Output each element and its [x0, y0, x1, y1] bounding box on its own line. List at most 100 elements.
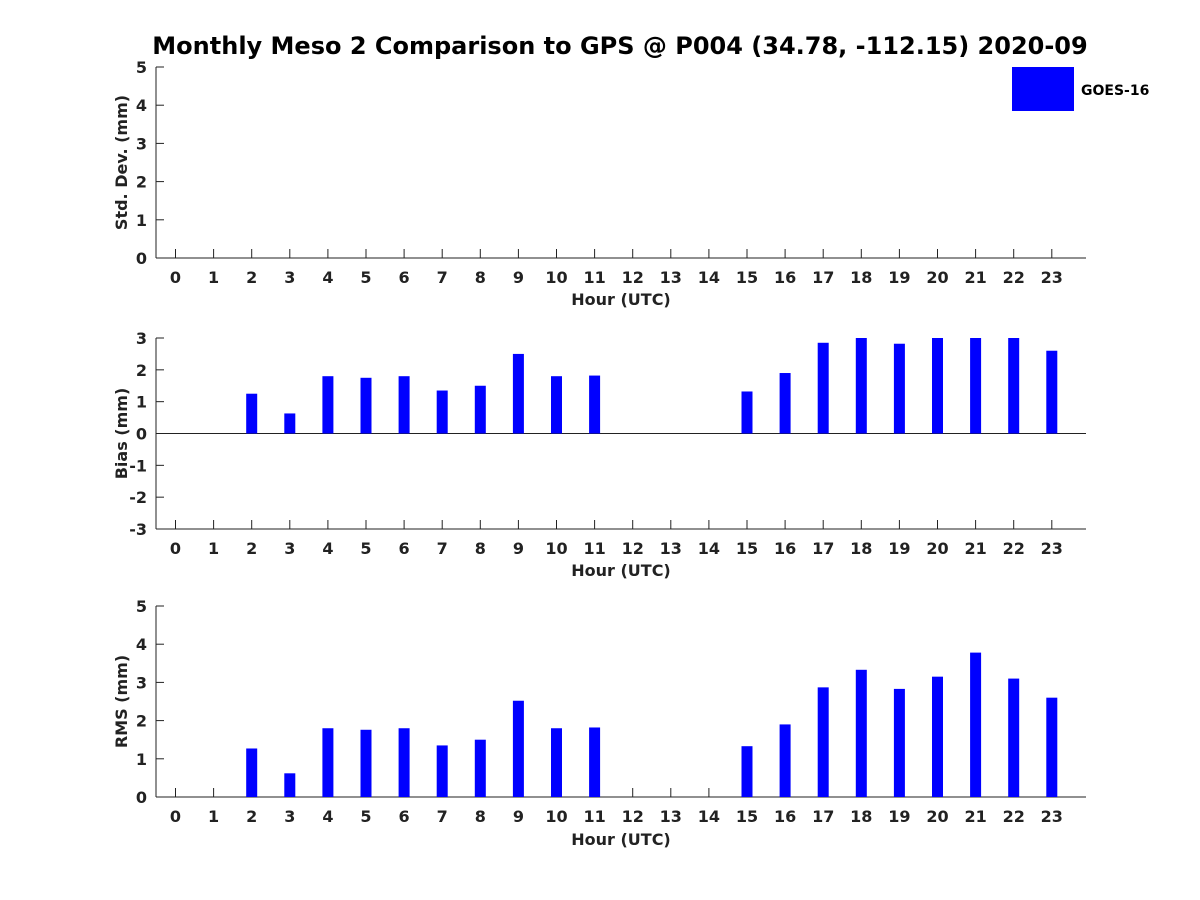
bar-rms-hour-4 [322, 728, 334, 797]
bar-bias-hour-18 [855, 338, 867, 434]
x-tick-label: 7 [437, 807, 448, 826]
y-tick-label: 1 [136, 393, 147, 412]
bar-bias-hour-10 [551, 376, 562, 434]
bar-rms-hour-23 [1046, 697, 1058, 797]
x-tick-label: 21 [964, 539, 986, 558]
x-tick-label: 2 [246, 807, 257, 826]
y-axis-label: Bias (mm) [112, 388, 131, 480]
x-tick-label: 0 [170, 807, 181, 826]
y-tick-label: 0 [136, 425, 147, 444]
x-tick-label: 12 [622, 268, 644, 287]
y-tick-label: 1 [136, 750, 147, 769]
legend: GOES-16 [1012, 67, 1149, 111]
bar-bias-hour-17 [817, 342, 829, 434]
x-tick-label: 1 [208, 539, 219, 558]
x-tick-label: 9 [513, 539, 524, 558]
x-tick-label: 17 [812, 539, 834, 558]
x-tick-label: 13 [660, 268, 682, 287]
x-tick-label: 16 [774, 268, 796, 287]
x-tick-label: 8 [475, 807, 486, 826]
bar-rms-hour-2 [246, 748, 258, 797]
bar-bias-hour-20 [932, 338, 943, 434]
bar-rms-hour-8 [474, 739, 486, 797]
x-tick-label: 23 [1041, 268, 1063, 287]
bar-rms-hour-6 [398, 728, 410, 797]
y-tick-label: -2 [129, 488, 147, 507]
x-tick-label: 17 [812, 268, 834, 287]
x-tick-label: 22 [1003, 539, 1025, 558]
bar-bias-hour-11 [589, 375, 601, 434]
bar-bias-hour-23 [1046, 350, 1058, 434]
x-tick-label: 23 [1041, 807, 1063, 826]
x-tick-label: 7 [437, 268, 448, 287]
x-tick-label: 19 [888, 807, 910, 826]
y-tick-label: 5 [136, 58, 147, 77]
x-axis-label: Hour (UTC) [571, 830, 671, 849]
y-tick-label: 3 [136, 134, 147, 153]
x-tick-label: 11 [583, 807, 605, 826]
x-tick-label: 14 [698, 807, 720, 826]
x-tick-label: 5 [360, 539, 371, 558]
x-tick-label: 9 [513, 807, 524, 826]
bar-bias-hour-5 [360, 377, 372, 434]
y-tick-label: -1 [129, 456, 147, 475]
y-tick-label: 4 [136, 96, 147, 115]
x-tick-label: 4 [322, 539, 333, 558]
y-tick-label: 3 [136, 673, 147, 692]
x-tick-label: 22 [1003, 268, 1025, 287]
legend-swatch [1012, 67, 1074, 111]
bar-rms-hour-11 [589, 727, 601, 797]
y-tick-label: -3 [129, 520, 147, 539]
bar-rms-hour-22 [1008, 678, 1020, 797]
y-tick-label: 1 [136, 211, 147, 230]
bar-rms-hour-3 [284, 773, 296, 797]
x-tick-label: 17 [812, 807, 834, 826]
x-tick-label: 2 [246, 539, 257, 558]
y-tick-label: 5 [136, 597, 147, 616]
bar-rms-hour-10 [551, 728, 562, 797]
x-tick-label: 14 [698, 539, 720, 558]
bar-rms-hour-21 [970, 652, 982, 797]
bar-bias-hour-2 [246, 393, 258, 434]
bar-rms-hour-5 [360, 729, 372, 797]
x-tick-label: 5 [360, 807, 371, 826]
x-tick-label: 19 [888, 539, 910, 558]
x-tick-label: 2 [246, 268, 257, 287]
bar-bias-hour-6 [398, 376, 410, 434]
bar-rms-hour-9 [512, 700, 524, 797]
y-tick-label: 0 [136, 788, 147, 807]
x-tick-label: 10 [545, 268, 567, 287]
x-tick-label: 10 [545, 807, 567, 826]
legend-label: GOES-16 [1081, 83, 1149, 99]
x-tick-label: 16 [774, 539, 796, 558]
x-tick-label: 9 [513, 268, 524, 287]
y-axis-label: RMS (mm) [112, 655, 131, 748]
x-tick-label: 18 [850, 268, 872, 287]
x-tick-label: 1 [208, 268, 219, 287]
y-tick-label: 0 [136, 249, 147, 268]
x-tick-label: 14 [698, 268, 720, 287]
x-tick-label: 20 [926, 807, 948, 826]
x-tick-label: 15 [736, 268, 758, 287]
bar-bias-hour-4 [322, 376, 334, 434]
x-tick-label: 11 [583, 268, 605, 287]
x-tick-label: 7 [437, 539, 448, 558]
bar-bias-hour-7 [436, 390, 448, 434]
bar-bias-hour-8 [474, 385, 486, 434]
y-tick-label: 2 [136, 173, 147, 192]
x-tick-label: 23 [1041, 539, 1063, 558]
x-tick-label: 13 [660, 539, 682, 558]
x-tick-label: 5 [360, 268, 371, 287]
bar-bias-hour-21 [970, 338, 982, 434]
bar-bias-hour-15 [741, 391, 753, 434]
x-tick-label: 20 [926, 268, 948, 287]
x-axis-label: Hour (UTC) [571, 561, 671, 580]
x-tick-label: 3 [284, 539, 295, 558]
x-tick-label: 21 [964, 268, 986, 287]
x-tick-label: 21 [964, 807, 986, 826]
bar-rms-hour-7 [436, 745, 448, 797]
bar-bias-hour-16 [779, 373, 791, 434]
y-tick-label: 2 [136, 361, 147, 380]
x-tick-label: 6 [399, 268, 410, 287]
